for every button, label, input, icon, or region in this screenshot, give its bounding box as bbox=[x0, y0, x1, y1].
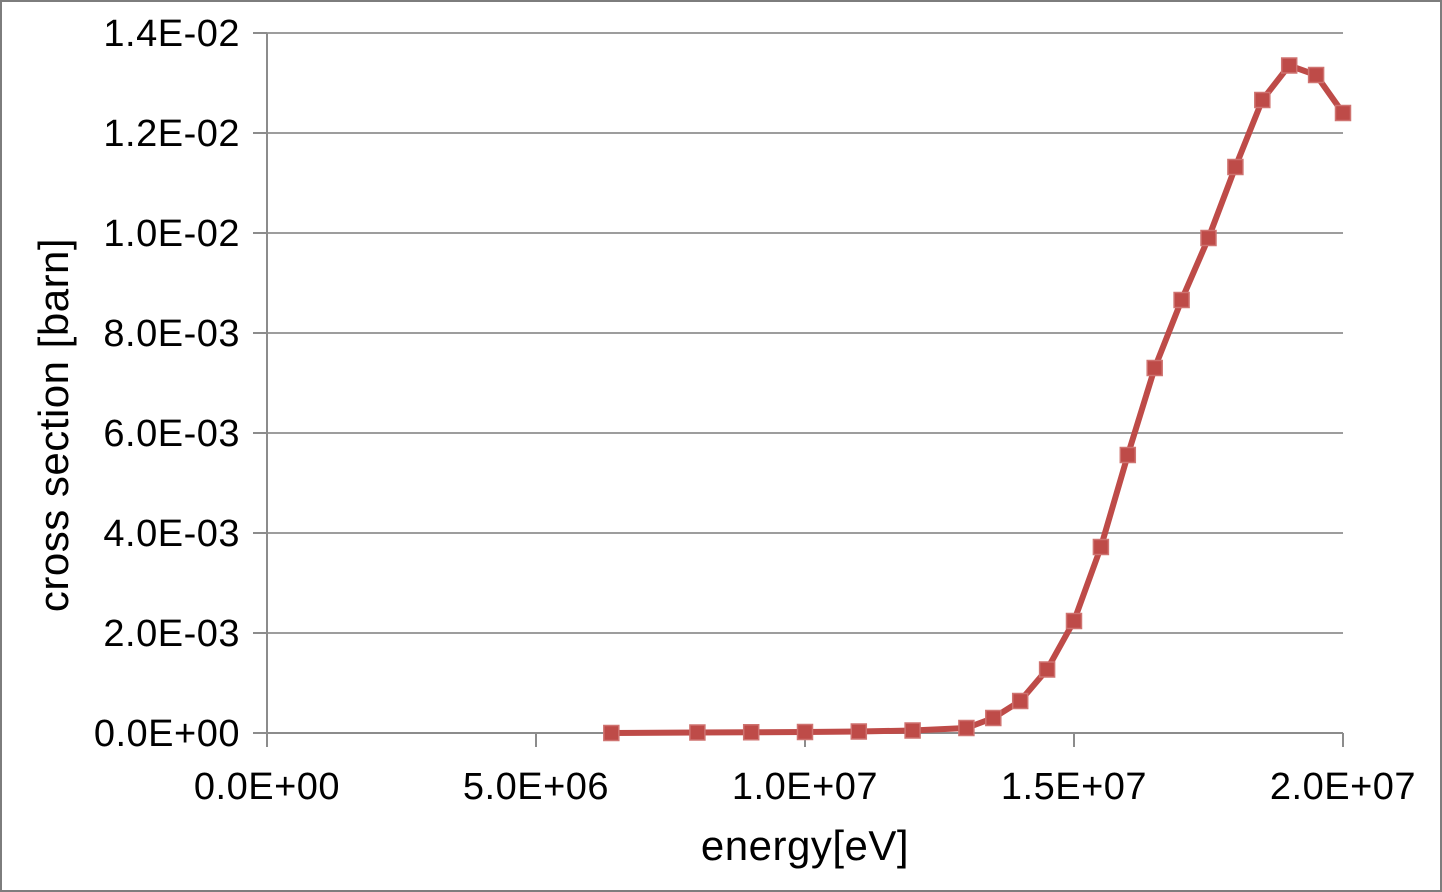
data-point-marker bbox=[1173, 291, 1190, 309]
y-axis-title: cross section [barn] bbox=[30, 238, 77, 612]
x-tick-label: 0.0E+00 bbox=[194, 766, 340, 808]
data-point-marker bbox=[1146, 359, 1163, 377]
data-point-marker bbox=[1092, 538, 1110, 556]
x-tick-label: 1.0E+07 bbox=[732, 766, 878, 808]
data-point-marker bbox=[904, 722, 921, 739]
y-tick-label: 2.0E-03 bbox=[103, 613, 240, 655]
y-tick-label: 1.2E-02 bbox=[103, 113, 240, 155]
data-point-marker bbox=[1254, 91, 1271, 109]
data-point-marker bbox=[1119, 446, 1137, 464]
data-point-marker bbox=[1227, 158, 1244, 176]
data-point-marker bbox=[985, 709, 1002, 727]
data-point-marker bbox=[689, 724, 706, 741]
data-point-marker bbox=[1334, 104, 1352, 122]
data-point-marker bbox=[1280, 57, 1298, 74]
data-point-marker bbox=[1200, 229, 1217, 247]
y-tick-label: 4.0E-03 bbox=[103, 513, 240, 555]
y-tick-label: 1.0E-02 bbox=[103, 213, 240, 255]
data-point-marker bbox=[1307, 66, 1325, 84]
data-point-marker bbox=[1011, 692, 1029, 710]
y-tick-label: 0.0E+00 bbox=[94, 713, 240, 755]
data-point-marker bbox=[603, 724, 620, 742]
x-axis-title: energy[eV] bbox=[701, 822, 909, 869]
y-tick-label: 8.0E-03 bbox=[103, 313, 240, 355]
y-tick-label: 6.0E-03 bbox=[103, 413, 240, 455]
data-point-marker bbox=[796, 723, 814, 741]
data-point-marker bbox=[742, 724, 760, 741]
x-tick-label: 2.0E+07 bbox=[1270, 766, 1416, 808]
y-tick-label: 1.4E-02 bbox=[103, 13, 240, 55]
x-tick-label: 5.0E+06 bbox=[463, 766, 609, 808]
x-tick-label: 1.5E+07 bbox=[1001, 766, 1147, 808]
data-point-marker bbox=[1038, 661, 1056, 678]
data-point-marker bbox=[850, 723, 868, 740]
data-point-marker bbox=[1065, 612, 1083, 630]
data-point-marker bbox=[958, 719, 975, 737]
